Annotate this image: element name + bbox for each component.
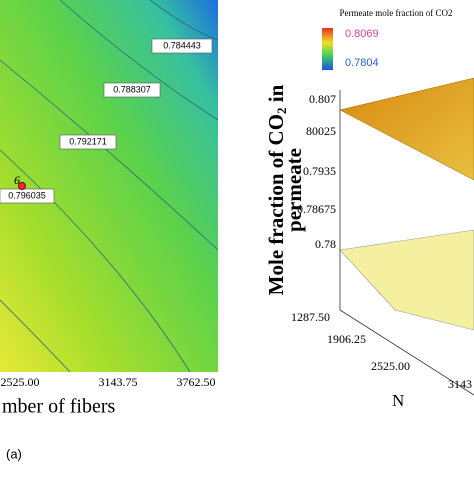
x-tick-label: 2525.00 [1,375,40,389]
design-point [18,182,26,190]
point-label: 6 [14,173,20,187]
legend-title: Permeate mole fraction of CO2 [340,8,453,18]
n-tick-label: 1906.25 [327,332,366,346]
z-tick-label: 0.807 [309,92,336,106]
z-tick-label: 80025 [306,124,336,138]
caption: (a) [6,446,22,461]
contour-lines [0,0,219,373]
contour-labels: 0.784443 0.788307 0.792171 0.796035 [0,38,213,204]
base-plane [339,229,474,331]
axis-frame [339,90,474,396]
contour-field [0,0,218,372]
response-surface [339,77,474,181]
n-tick-label: 1287.50 [291,310,330,324]
legend-min: 0.7804 [345,57,379,69]
z-axis-label: Mole fraction of CO2 in [264,84,289,295]
color-bar [322,28,333,70]
z-tick-label: 0.78 [315,237,336,251]
contour-label: 0.792171 [69,136,107,146]
x-axis-label: mber of fibers [2,396,116,418]
contour-label: 0.788307 [113,84,151,94]
z-tick-label: 0.7935 [303,164,336,178]
n-tick-label: 2525.00 [371,359,410,373]
x-tick-label: 3143.75 [99,375,138,389]
z-axis-label: permeate [282,148,306,232]
n-tick-label: 3143 [448,377,472,391]
n-axis-label: N [392,391,404,410]
x-tick-label: 3762.50 [177,375,216,389]
contour-label: 0.796035 [8,190,46,200]
contour-label: 0.784443 [163,40,201,50]
z-tick-label: 0.78675 [297,202,336,216]
legend-max: 0.8069 [345,28,379,40]
